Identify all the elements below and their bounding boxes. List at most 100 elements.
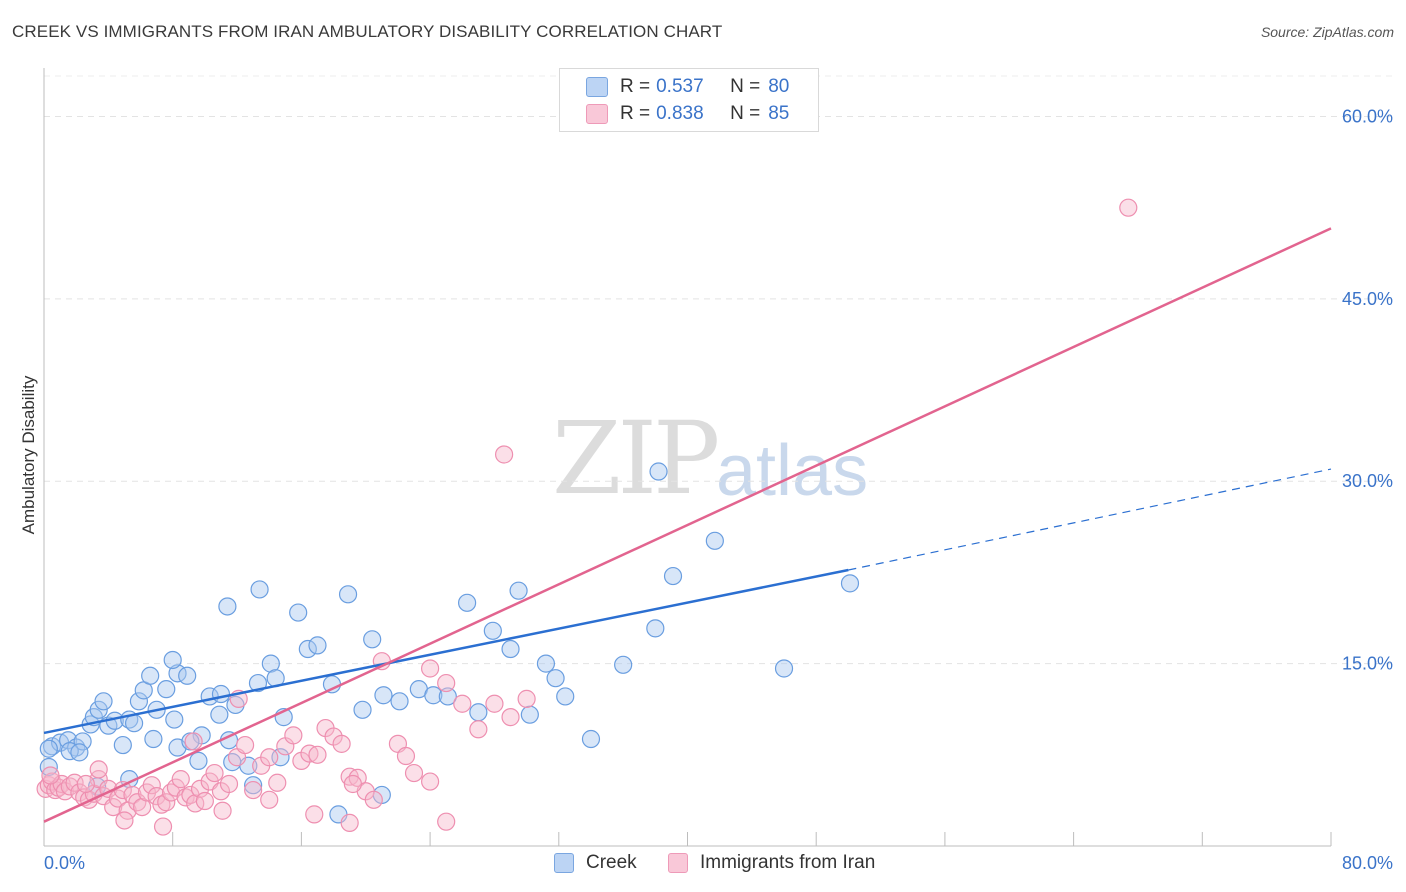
creek-point bbox=[840, 574, 860, 593]
iran-point bbox=[153, 817, 173, 836]
iran-point bbox=[284, 726, 303, 745]
creek-point bbox=[363, 630, 382, 649]
y-tick-label: 45.0% bbox=[1342, 289, 1393, 309]
creek-point bbox=[663, 566, 683, 586]
creek-point bbox=[141, 666, 160, 685]
creek-point bbox=[189, 751, 208, 770]
correlation-legend: R = 0.537 N = 80 R = 0.838 N = 85 bbox=[559, 68, 819, 132]
iran-point bbox=[332, 734, 351, 753]
iran-point bbox=[171, 770, 190, 789]
iran-swatch bbox=[586, 104, 608, 124]
creek-point bbox=[218, 597, 237, 616]
creek-point bbox=[144, 729, 163, 749]
chart-title: CREEK VS IMMIGRANTS FROM IRAN AMBULATORY… bbox=[12, 22, 723, 41]
iran-point bbox=[104, 797, 123, 817]
creek-trend-line bbox=[43, 568, 849, 735]
creek-point bbox=[424, 686, 443, 705]
creek-point bbox=[483, 621, 502, 640]
iran-point bbox=[147, 787, 166, 806]
creek-point bbox=[129, 692, 149, 711]
iran-legend-swatch bbox=[668, 853, 688, 873]
creek-point bbox=[308, 636, 327, 655]
creek-point bbox=[581, 729, 601, 749]
creek-point bbox=[157, 680, 176, 699]
creek-point bbox=[289, 603, 308, 622]
source-label: Source: ZipAtlas.com bbox=[1260, 24, 1394, 40]
creek-point bbox=[261, 654, 280, 673]
x-tick-label-max: 80.0% bbox=[1342, 853, 1393, 873]
creek-legend-swatch bbox=[554, 853, 574, 873]
creek-point bbox=[39, 739, 58, 758]
creek-point bbox=[163, 650, 182, 670]
legend-r-value: 0.537 bbox=[656, 76, 704, 97]
iran-point bbox=[364, 790, 383, 809]
iran-point bbox=[133, 797, 152, 817]
tick-labels: 15.0% 30.0% 45.0% 60.0% 0.0% 80.0% bbox=[44, 106, 1393, 873]
iran-point bbox=[115, 811, 134, 830]
creek-point bbox=[705, 531, 724, 550]
creek-point bbox=[469, 703, 488, 722]
creek-point bbox=[774, 659, 794, 678]
iran-point bbox=[195, 791, 214, 811]
iran-point bbox=[308, 745, 327, 764]
legend-n-label: N = bbox=[730, 76, 761, 97]
creek-point bbox=[211, 684, 231, 704]
iran-point bbox=[340, 813, 359, 832]
creek-point bbox=[73, 732, 92, 751]
iran-point bbox=[421, 659, 440, 678]
legend-row-creek: R = 0.537 N = 80 bbox=[586, 75, 789, 99]
creek-trend-extension bbox=[848, 468, 1332, 571]
iran-point bbox=[205, 763, 224, 783]
creek-point bbox=[536, 654, 556, 673]
iran-point bbox=[1119, 198, 1138, 217]
creek-point bbox=[649, 462, 668, 481]
creek-point bbox=[501, 639, 520, 659]
creek-point bbox=[298, 639, 317, 659]
creek-point bbox=[353, 700, 372, 719]
legend-n-label: N = bbox=[730, 103, 761, 124]
iran-point bbox=[437, 812, 456, 831]
creek-point bbox=[70, 743, 89, 762]
creek-point bbox=[89, 700, 108, 719]
creek-point bbox=[178, 666, 197, 685]
iran-point bbox=[157, 793, 176, 812]
bottom-legend-iran: Immigrants from Iran bbox=[668, 852, 875, 874]
iran-point bbox=[260, 748, 279, 767]
iran-point bbox=[453, 694, 472, 713]
gridlines bbox=[44, 75, 1392, 665]
iran-point bbox=[184, 732, 203, 751]
legend-r-value: 0.838 bbox=[656, 103, 704, 124]
iran-legend-label: Immigrants from Iran bbox=[700, 852, 876, 873]
x-tick-label-min: 0.0% bbox=[44, 853, 85, 873]
creek-point bbox=[509, 581, 528, 600]
creek-point bbox=[390, 692, 409, 711]
creek-point bbox=[556, 687, 575, 706]
iran-trend-line bbox=[43, 227, 1332, 823]
creek-point bbox=[60, 742, 79, 761]
iran-point bbox=[260, 790, 279, 809]
bottom-legend-creek: Creek bbox=[554, 852, 637, 874]
creek-point bbox=[614, 655, 633, 674]
creek-point bbox=[338, 585, 358, 604]
iran-point bbox=[495, 445, 514, 464]
iran-point bbox=[166, 778, 186, 797]
iran-point bbox=[396, 746, 416, 766]
iran-point bbox=[485, 694, 504, 713]
legend-n-value: 80 bbox=[768, 76, 790, 97]
creek-point bbox=[546, 669, 565, 688]
iran-point bbox=[213, 801, 232, 820]
creek-points bbox=[39, 462, 860, 824]
legend-row-iran: R = 0.838 N = 85 bbox=[586, 102, 789, 126]
y-tick-label: 60.0% bbox=[1342, 106, 1393, 126]
iran-point bbox=[501, 708, 520, 727]
creek-point bbox=[124, 714, 144, 733]
iran-point bbox=[41, 766, 60, 785]
watermark-atlas: atlas bbox=[716, 431, 869, 511]
y-tick-label: 30.0% bbox=[1342, 471, 1393, 491]
iran-point bbox=[142, 776, 161, 795]
creek-point bbox=[250, 580, 269, 599]
creek-point bbox=[646, 619, 665, 638]
trend-lines bbox=[43, 227, 1332, 823]
watermark-zip: ZIP bbox=[552, 400, 720, 517]
